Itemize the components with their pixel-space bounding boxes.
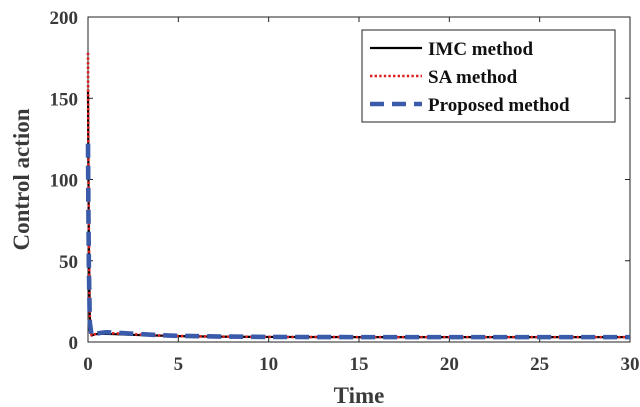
x-axis-label: Time	[334, 383, 385, 407]
series-layer	[85, 52, 630, 340]
axes-layer: 0 5 10 15 20 25 30 0 50 100 150 200	[50, 8, 640, 375]
x-tick-label: 15	[350, 354, 369, 375]
x-tick-label: 30	[621, 354, 640, 375]
legend: IMC method SA method Proposed method	[361, 29, 616, 123]
x-tick-label: 25	[530, 354, 549, 375]
legend-label: IMC method	[428, 39, 533, 60]
series-line-proposed-method	[85, 143, 630, 340]
x-tick-label: 10	[259, 354, 278, 375]
y-axis-label: Control action	[9, 108, 34, 250]
y-tick-label: 200	[50, 8, 79, 29]
x-tick-label: 20	[440, 354, 459, 375]
legend-label: Proposed method	[428, 95, 570, 116]
series-line-imc-method	[86, 90, 630, 339]
y-tick-label: 0	[69, 333, 79, 354]
y-tick-label: 150	[50, 89, 79, 110]
y-tick-label: 50	[59, 252, 78, 273]
y-tick-label: 100	[50, 171, 79, 192]
x-tick-label: 0	[83, 354, 93, 375]
x-tick-label: 5	[174, 354, 184, 375]
legend-label: SA method	[428, 67, 518, 88]
